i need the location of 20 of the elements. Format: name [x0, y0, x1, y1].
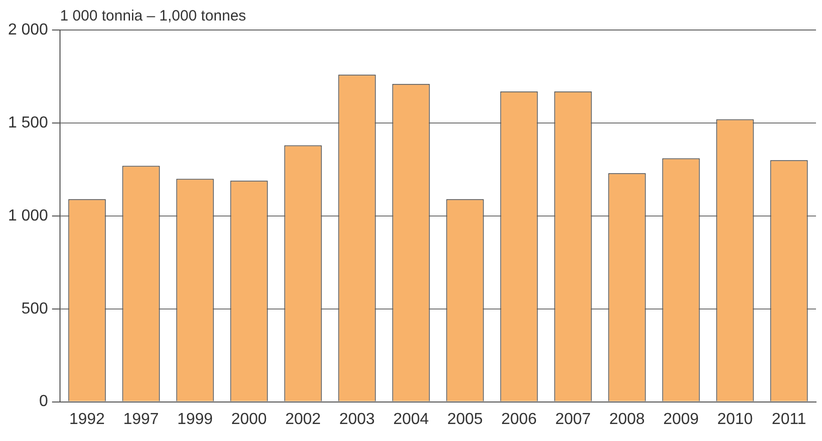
x-tick-label: 2011 — [772, 410, 806, 428]
x-tick-label: 2009 — [663, 410, 699, 428]
x-tick-label: 2008 — [609, 410, 645, 428]
x-tick-label: 2002 — [285, 410, 321, 428]
x-tick-label: 2005 — [447, 410, 483, 428]
x-tick-label: 2003 — [339, 410, 375, 428]
x-tick-label: 2010 — [717, 410, 753, 428]
x-tick-label: 2006 — [501, 410, 537, 428]
y-tick-label: 1 000 — [8, 207, 48, 224]
x-tick-label: 1992 — [69, 410, 105, 428]
x-tick-label: 2004 — [393, 410, 429, 428]
y-tick-label: 2 000 — [8, 21, 48, 38]
x-tick-label: 1999 — [177, 410, 213, 428]
y-tick-label: 0 — [39, 393, 48, 410]
y-axis-title: 1 000 tonnia – 1,000 tonnes — [60, 8, 246, 25]
y-tick-label: 500 — [21, 300, 48, 318]
x-tick-label: 1997 — [123, 410, 159, 428]
x-tick-label: 2000 — [231, 410, 267, 428]
x-tick-label: 2007 — [555, 410, 591, 428]
y-tick-label: 1 500 — [8, 114, 48, 132]
